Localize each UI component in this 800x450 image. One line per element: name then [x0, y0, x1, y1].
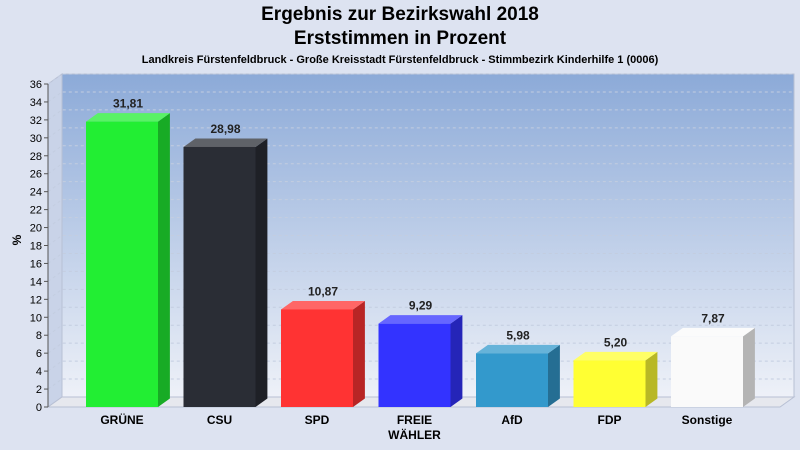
- gridline: [47, 252, 794, 264]
- gridline: [47, 306, 794, 318]
- bars: [86, 113, 755, 408]
- gridline: [47, 288, 794, 300]
- bar-side: [743, 327, 755, 407]
- gridline: [47, 235, 794, 246]
- gridline: [47, 217, 794, 228]
- x-tick-label: AfD: [501, 413, 523, 427]
- bar: [671, 336, 743, 407]
- y-tick-label: 36: [30, 79, 42, 91]
- value-label: 9,29: [409, 299, 433, 313]
- x-tick-label: FDP: [598, 413, 622, 427]
- gridline: [47, 109, 794, 121]
- bar-top: [183, 138, 268, 147]
- chart-title: Ergebnis zur Bezirkswahl 2018: [261, 4, 539, 25]
- value-label: 31,81: [113, 97, 143, 111]
- bar-top: [476, 344, 560, 354]
- bar-side: [353, 300, 365, 407]
- gridline: [47, 91, 794, 103]
- bar-top: [573, 351, 658, 361]
- y-tick-label: 12: [30, 294, 42, 306]
- y-tick-label: 18: [30, 241, 42, 253]
- bar-side: [645, 351, 658, 407]
- gridline: [47, 145, 794, 157]
- bar-side: [158, 113, 170, 407]
- x-tick-label: FREIE: [397, 413, 432, 427]
- chart-title-line-2: Erststimmen in Prozent: [293, 28, 507, 49]
- y-tick-label: 16: [30, 258, 42, 270]
- y-tick-label: 0: [36, 402, 42, 414]
- bar: [476, 353, 548, 407]
- gridline: [47, 342, 794, 354]
- x-tick-label: SPD: [305, 413, 330, 427]
- gridline: [47, 270, 794, 282]
- value-label: 7,87: [701, 311, 725, 325]
- bar: [281, 309, 353, 407]
- y-tick-label: 20: [30, 223, 42, 235]
- y-tick-label: 2: [36, 384, 42, 396]
- y-tick-label: 32: [30, 115, 42, 127]
- gridline: [47, 181, 794, 193]
- y-tick-label: 6: [36, 348, 42, 360]
- value-label: 28,98: [210, 122, 240, 136]
- gridline: [47, 163, 794, 175]
- bar-top: [86, 113, 170, 122]
- x-tick-label: WÄHLER: [388, 427, 441, 442]
- gridline: [47, 199, 794, 211]
- y-tick-label: 24: [30, 187, 42, 199]
- gridline: [47, 127, 794, 139]
- gridline: [47, 324, 794, 336]
- y-tick-label: 4: [36, 366, 42, 378]
- x-tick-label: GRÜNE: [100, 412, 143, 427]
- bar: [378, 323, 451, 407]
- bar: [183, 146, 256, 408]
- y-tick-label: 8: [36, 330, 42, 342]
- x-tick-label: Sonstige: [682, 413, 733, 427]
- value-label: 10,87: [308, 284, 338, 298]
- value-label: 5,98: [506, 328, 530, 342]
- chart-subtitle: Landkreis Fürstenfeldbruck - Große Kreis…: [141, 54, 659, 66]
- y-tick-label: 34: [30, 97, 42, 109]
- value-label: 5,20: [604, 335, 628, 349]
- bar-side: [450, 315, 463, 407]
- y-tick-label: 14: [30, 276, 42, 288]
- bar-top: [281, 300, 365, 310]
- y-tick-label: 10: [30, 312, 42, 324]
- bar-top: [671, 327, 755, 337]
- y-tick-label: 28: [30, 151, 42, 163]
- bar: [573, 360, 646, 407]
- labels: 31,81 GRÜNE 28,98 CSU 10,87 SPD 9,29 FREIEWÄHLE…: [100, 97, 732, 442]
- y-axis-label: %: [10, 234, 24, 245]
- y-tick-label: 30: [30, 133, 42, 145]
- bar: [86, 121, 158, 407]
- x-tick-label: CSU: [207, 413, 232, 427]
- bar-top: [378, 315, 463, 324]
- bar-side: [548, 344, 560, 407]
- gridline: [47, 73, 794, 85]
- y-tick-label: 22: [30, 205, 42, 217]
- bar-side: [255, 138, 268, 408]
- y-tick-label: 26: [30, 169, 42, 181]
